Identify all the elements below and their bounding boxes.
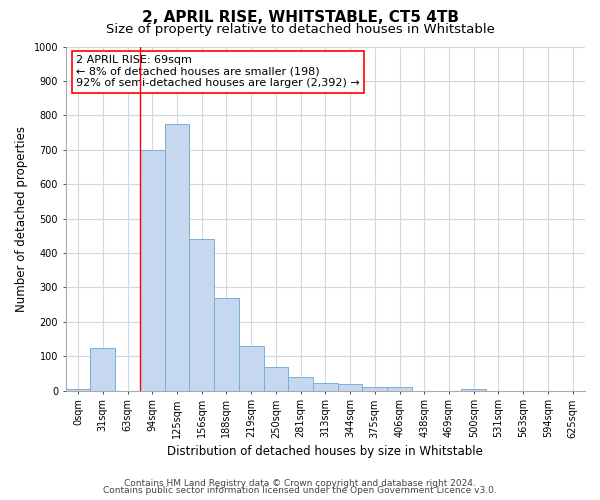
Bar [140, 150, 164, 390]
Bar [313, 383, 338, 390]
Y-axis label: Number of detached properties: Number of detached properties [15, 126, 28, 312]
Text: 2 APRIL RISE: 69sqm
← 8% of detached houses are smaller (198)
92% of semi-detach: 2 APRIL RISE: 69sqm ← 8% of detached hou… [76, 55, 360, 88]
Text: Size of property relative to detached houses in Whitstable: Size of property relative to detached ho… [106, 22, 494, 36]
Bar [164, 124, 190, 390]
Bar [239, 346, 263, 391]
Bar [263, 367, 288, 390]
Bar [214, 298, 239, 390]
Bar [65, 389, 91, 390]
Bar [338, 384, 362, 390]
Bar [461, 389, 486, 390]
Bar [362, 387, 387, 390]
Text: 2, APRIL RISE, WHITSTABLE, CT5 4TB: 2, APRIL RISE, WHITSTABLE, CT5 4TB [142, 10, 458, 25]
Bar [387, 387, 412, 390]
X-axis label: Distribution of detached houses by size in Whitstable: Distribution of detached houses by size … [167, 444, 483, 458]
Bar [91, 348, 115, 391]
Text: Contains public sector information licensed under the Open Government Licence v3: Contains public sector information licen… [103, 486, 497, 495]
Bar [190, 239, 214, 390]
Text: Contains HM Land Registry data © Crown copyright and database right 2024.: Contains HM Land Registry data © Crown c… [124, 478, 476, 488]
Bar [288, 378, 313, 390]
